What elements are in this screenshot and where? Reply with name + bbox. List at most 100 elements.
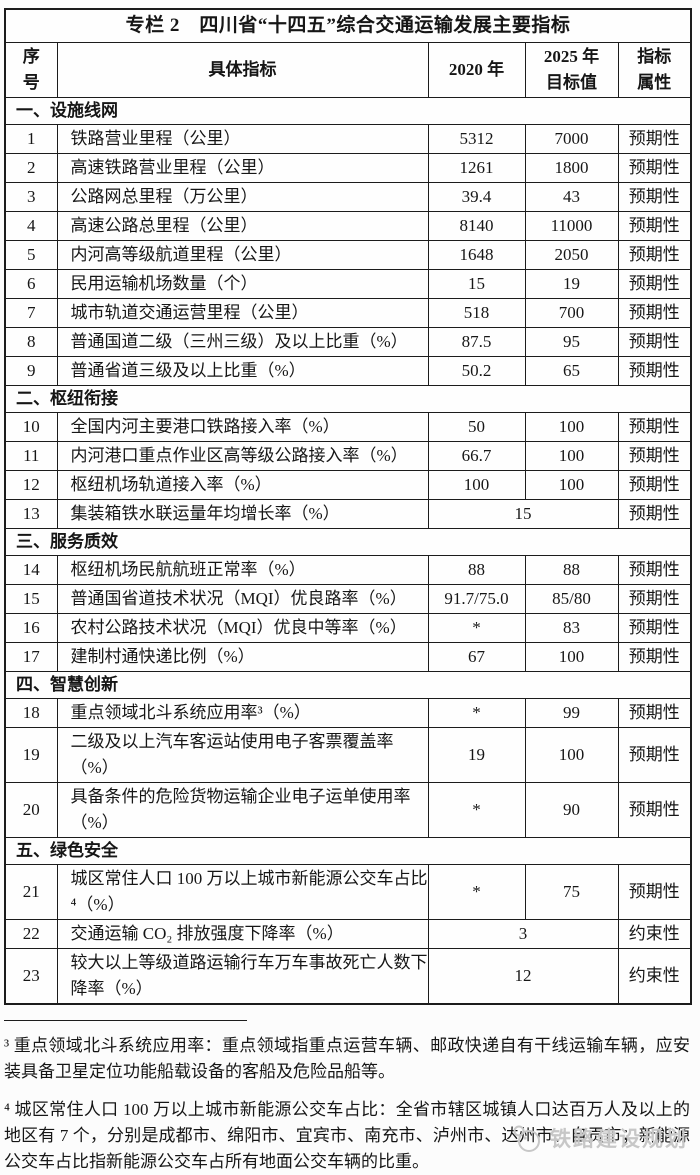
col-header-indicator: 具体指标 [56, 42, 429, 98]
value-2025: 88 [524, 555, 619, 585]
value-2020: * [427, 782, 526, 838]
table-row: 15 普通国省道技术状况（MQI）优良路率（%） 91.7/75.0 85/80 预期性 [4, 584, 692, 614]
section-label: 五、绿色安全 [4, 837, 692, 865]
value-2025: 85/80 [524, 584, 619, 614]
value-2020: 67 [427, 642, 526, 672]
footnote-separator [4, 1020, 247, 1021]
value-2020: 19 [427, 727, 526, 783]
row-number: 2 [4, 153, 58, 183]
section-label: 四、智慧创新 [4, 671, 692, 699]
table-row: 1 铁路营业里程（公里） 5312 7000 预期性 [4, 124, 692, 154]
col-header-2025: 2025 年 目标值 [524, 42, 619, 98]
section-label: 三、服务质效 [4, 528, 692, 556]
table-row: 23 较大以上等级道路运输行车万车事故死亡人数下降率（%） 12 约束性 [4, 948, 692, 1005]
indicator-label: 建制村通快递比例（%） [56, 642, 429, 672]
row-number: 18 [4, 698, 58, 728]
attribute-label: 预期性 [617, 555, 692, 585]
row-number: 10 [4, 412, 58, 442]
row-number: 12 [4, 470, 58, 500]
value-2025: 2050 [524, 240, 619, 270]
table-row: 5 内河高等级航道里程（公里） 1648 2050 预期性 [4, 240, 692, 270]
col-header-attr: 指标 属性 [617, 42, 692, 98]
table-row: 8 普通国道二级（三州三级）及以上比重（%） 87.5 95 预期性 [4, 327, 692, 357]
panda-logo-icon [511, 1122, 543, 1154]
value-2020: 91.7/75.0 [427, 584, 526, 614]
row-number: 1 [4, 124, 58, 154]
attribute-label: 预期性 [617, 613, 692, 643]
value-2025: 83 [524, 613, 619, 643]
attribute-label: 约束性 [617, 948, 692, 1005]
indicator-label: 民用运输机场数量（个） [56, 269, 429, 299]
value-2020: * [427, 864, 526, 920]
value-2025: 75 [524, 864, 619, 920]
row-number: 6 [4, 269, 58, 299]
table-row: 18 重点领域北斗系统应用率³（%） * 99 预期性 [4, 698, 692, 728]
table-row: 4 高速公路总里程（公里） 8140 11000 预期性 [4, 211, 692, 241]
row-number: 4 [4, 211, 58, 241]
table-row: 10 全国内河主要港口铁路接入率（%） 50 100 预期性 [4, 412, 692, 442]
attribute-label: 预期性 [617, 240, 692, 270]
row-number: 13 [4, 499, 58, 529]
indicator-label: 高速铁路营业里程（公里） [56, 153, 429, 183]
indicator-label: 高速公路总里程（公里） [56, 211, 429, 241]
row-number: 17 [4, 642, 58, 672]
value-2020: 15 [427, 269, 526, 299]
value-2025: 65 [524, 356, 619, 386]
table-row: 13 集装箱铁水联运量年均增长率（%） 15 预期性 [4, 499, 692, 529]
value-2020: 518 [427, 298, 526, 328]
attribute-label: 预期性 [617, 782, 692, 838]
attribute-label: 预期性 [617, 298, 692, 328]
table-body: 一、设施线网 1 铁路营业里程（公里） 5312 7000 预期性 2 高速铁路营业里程（公里… [4, 97, 692, 1005]
indicator-label: 铁路营业里程（公里） [56, 124, 429, 154]
value-2025: 43 [524, 182, 619, 212]
value-2025: 100 [524, 642, 619, 672]
table-row: 17 建制村通快递比例（%） 67 100 预期性 [4, 642, 692, 672]
value-2025: 700 [524, 298, 619, 328]
section-row: 五、绿色安全 [4, 837, 692, 865]
row-number: 11 [4, 441, 58, 471]
attribute-label: 预期性 [617, 124, 692, 154]
value-2025: 90 [524, 782, 619, 838]
attribute-label: 预期性 [617, 727, 692, 783]
table-row: 22 交通运输 CO₂ 排放强度下降率（%） 3 约束性 [4, 919, 692, 949]
value-2020: 88 [427, 555, 526, 585]
indicator-label: 内河高等级航道里程（公里） [56, 240, 429, 270]
indicator-label: 内河港口重点作业区高等级公路接入率（%） [56, 441, 429, 471]
indicator-label: 全国内河主要港口铁路接入率（%） [56, 412, 429, 442]
table-row: 7 城市轨道交通运营里程（公里） 518 700 预期性 [4, 298, 692, 328]
table-title-row: 专栏 2 四川省“十四五”综合交通运输发展主要指标 [4, 8, 692, 43]
row-number: 22 [4, 919, 58, 949]
indicator-label: 较大以上等级道路运输行车万车事故死亡人数下降率（%） [56, 948, 429, 1005]
table-row: 3 公路网总里程（万公里） 39.4 43 预期性 [4, 182, 692, 212]
section-label: 一、设施线网 [4, 97, 692, 125]
indicator-label: 二级及以上汽车客运站使用电子客票覆盖率（%） [56, 727, 429, 783]
indicator-label: 农村公路技术状况（MQI）优良中等率（%） [56, 613, 429, 643]
col-header-no: 序 号 [4, 42, 58, 98]
row-number: 3 [4, 182, 58, 212]
row-number: 16 [4, 613, 58, 643]
table-row: 12 枢纽机场轨道接入率（%） 100 100 预期性 [4, 470, 692, 500]
col-header-2020: 2020 年 [427, 42, 526, 98]
value-2025: 99 [524, 698, 619, 728]
watermark: 铁路建设规划 [511, 1122, 688, 1154]
value-2025: 100 [524, 412, 619, 442]
attribute-label: 预期性 [617, 269, 692, 299]
table-title: 专栏 2 四川省“十四五”综合交通运输发展主要指标 [4, 8, 692, 43]
indicator-label: 具备条件的危险货物运输企业电子运单使用率（%） [56, 782, 429, 838]
indicators-table: 专栏 2 四川省“十四五”综合交通运输发展主要指标 序 号 具体指标 2020 … [4, 8, 693, 1005]
table-row: 19 二级及以上汽车客运站使用电子客票覆盖率（%） 19 100 预期性 [4, 727, 692, 783]
value-2025: 100 [524, 470, 619, 500]
attribute-label: 预期性 [617, 327, 692, 357]
section-label: 二、枢纽衔接 [4, 385, 692, 413]
value-2020: 1261 [427, 153, 526, 183]
value-2020: 50 [427, 412, 526, 442]
row-number: 5 [4, 240, 58, 270]
value-2025: 1800 [524, 153, 619, 183]
row-number: 19 [4, 727, 58, 783]
value-2025: 19 [524, 269, 619, 299]
indicator-label: 交通运输 CO₂ 排放强度下降率（%） [56, 919, 429, 949]
table-header-row: 序 号 具体指标 2020 年 2025 年 目标值 指标 属性 [4, 42, 692, 98]
attribute-label: 预期性 [617, 864, 692, 920]
footnote-3: ³ 重点领域北斗系统应用率：重点领域指重点运营车辆、邮政快递自有干线运输车辆，应… [4, 1036, 690, 1081]
row-number: 23 [4, 948, 58, 1005]
